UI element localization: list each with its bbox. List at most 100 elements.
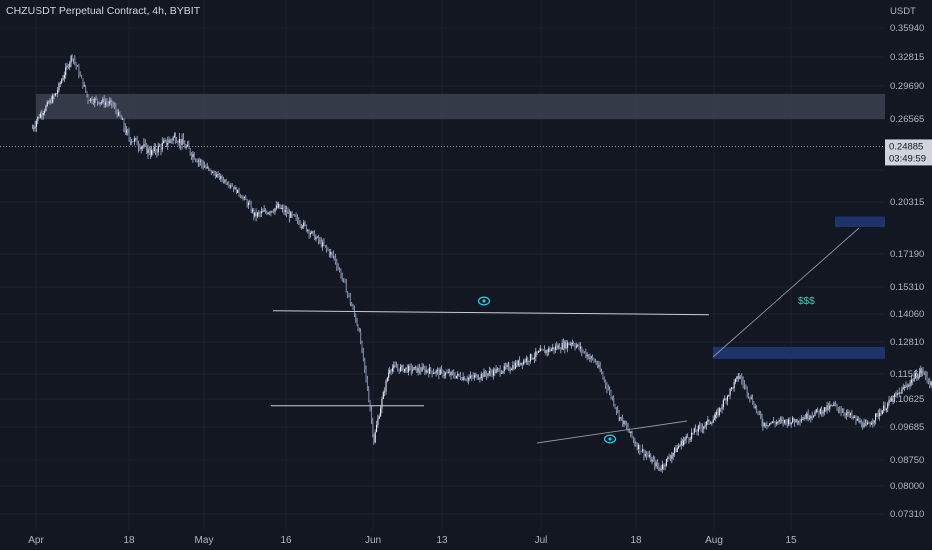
candle-body — [517, 360, 519, 366]
candle-body — [815, 409, 817, 413]
candle-body — [548, 348, 550, 352]
candle-body — [288, 212, 290, 218]
candle-body — [742, 380, 744, 385]
candle-body — [98, 101, 100, 104]
candle-body — [822, 411, 824, 414]
date-tick-label: Jun — [365, 535, 381, 546]
candle-body — [647, 455, 649, 457]
candle-body — [102, 99, 104, 102]
candle-body — [213, 171, 215, 174]
candle-body — [646, 454, 648, 456]
candle-body — [704, 425, 706, 427]
candle-body — [671, 455, 673, 459]
candle-body — [87, 95, 89, 101]
candle-body — [408, 365, 410, 372]
candle-body — [355, 314, 357, 322]
candle-body — [172, 137, 174, 141]
candle-body — [65, 67, 67, 75]
price-tick-label: 0.12810 — [890, 337, 924, 348]
candle-body — [131, 141, 133, 143]
candle-body — [189, 148, 191, 154]
candle-body — [527, 358, 529, 362]
candle-body — [858, 418, 860, 423]
candle-body — [487, 373, 489, 376]
candle-body — [569, 343, 571, 345]
candle-body — [271, 211, 273, 212]
candle-body — [567, 342, 569, 348]
candle-body — [182, 138, 185, 145]
candle-body — [811, 416, 813, 417]
candle-body — [619, 417, 621, 419]
candle-body — [879, 413, 881, 417]
candle-body — [95, 98, 97, 100]
candle-body — [72, 58, 75, 60]
eye-icon[interactable] — [603, 434, 617, 444]
price-tick-label: 0.11560 — [890, 369, 924, 380]
candle-body — [779, 419, 782, 421]
candle-body — [327, 248, 329, 251]
candle-body — [365, 368, 367, 379]
candle-body — [603, 377, 605, 381]
candle-body — [221, 176, 223, 180]
candle-body — [435, 370, 437, 373]
candle-body — [449, 372, 451, 376]
candle-body — [339, 268, 341, 271]
candle-body — [226, 183, 229, 185]
candle-body — [296, 217, 299, 221]
candle-body — [91, 98, 93, 103]
candle-body — [48, 102, 50, 104]
eye-icon-pupil — [608, 437, 612, 441]
eye-icon[interactable] — [477, 296, 491, 306]
candle-body — [509, 369, 511, 371]
candle-body — [697, 425, 699, 432]
candle-body — [139, 147, 141, 149]
price-tick-label: 0.20315 — [890, 197, 924, 208]
candle-body — [326, 246, 328, 249]
candle-body — [357, 325, 359, 330]
candle-body — [230, 185, 232, 187]
candle-body — [105, 102, 107, 105]
candle-body — [165, 139, 167, 145]
candle-body — [476, 374, 478, 379]
candle-body — [574, 345, 576, 348]
candle-body — [721, 407, 723, 409]
candle-body — [393, 365, 395, 369]
candle-body — [767, 425, 769, 427]
candle-body — [532, 358, 534, 360]
candle-body — [439, 369, 441, 375]
price-marker-value: 0.24885 — [889, 141, 923, 152]
trendline-lows[interactable] — [536, 420, 688, 444]
candle-body — [582, 351, 584, 353]
candle-body — [852, 416, 854, 418]
candle-body — [594, 361, 596, 363]
candle-body — [160, 146, 162, 150]
candle-body — [229, 185, 231, 187]
candle-body — [180, 138, 182, 145]
candle-body — [573, 342, 575, 346]
candles-group — [31, 54, 932, 473]
candle-body — [701, 427, 703, 429]
candle-body — [709, 422, 712, 424]
candle-body — [126, 129, 128, 133]
candle-body — [192, 154, 194, 157]
candle-body — [461, 378, 463, 381]
candle-body — [792, 417, 794, 423]
candle-body — [46, 102, 48, 106]
candle-body — [692, 432, 694, 434]
candle-body — [617, 410, 619, 412]
candle-body — [362, 348, 364, 359]
candle-body — [295, 216, 297, 218]
candle-body — [421, 367, 423, 372]
candle-body — [575, 345, 577, 348]
range-high-line[interactable] — [272, 310, 710, 316]
candle-body — [503, 365, 505, 372]
candle-body — [639, 444, 641, 452]
candle-body — [136, 138, 138, 146]
candle-body — [352, 306, 354, 309]
candle-body — [260, 211, 263, 214]
trendline-ascending[interactable] — [712, 227, 860, 358]
candle-body — [638, 444, 640, 450]
candle-body — [259, 212, 261, 214]
